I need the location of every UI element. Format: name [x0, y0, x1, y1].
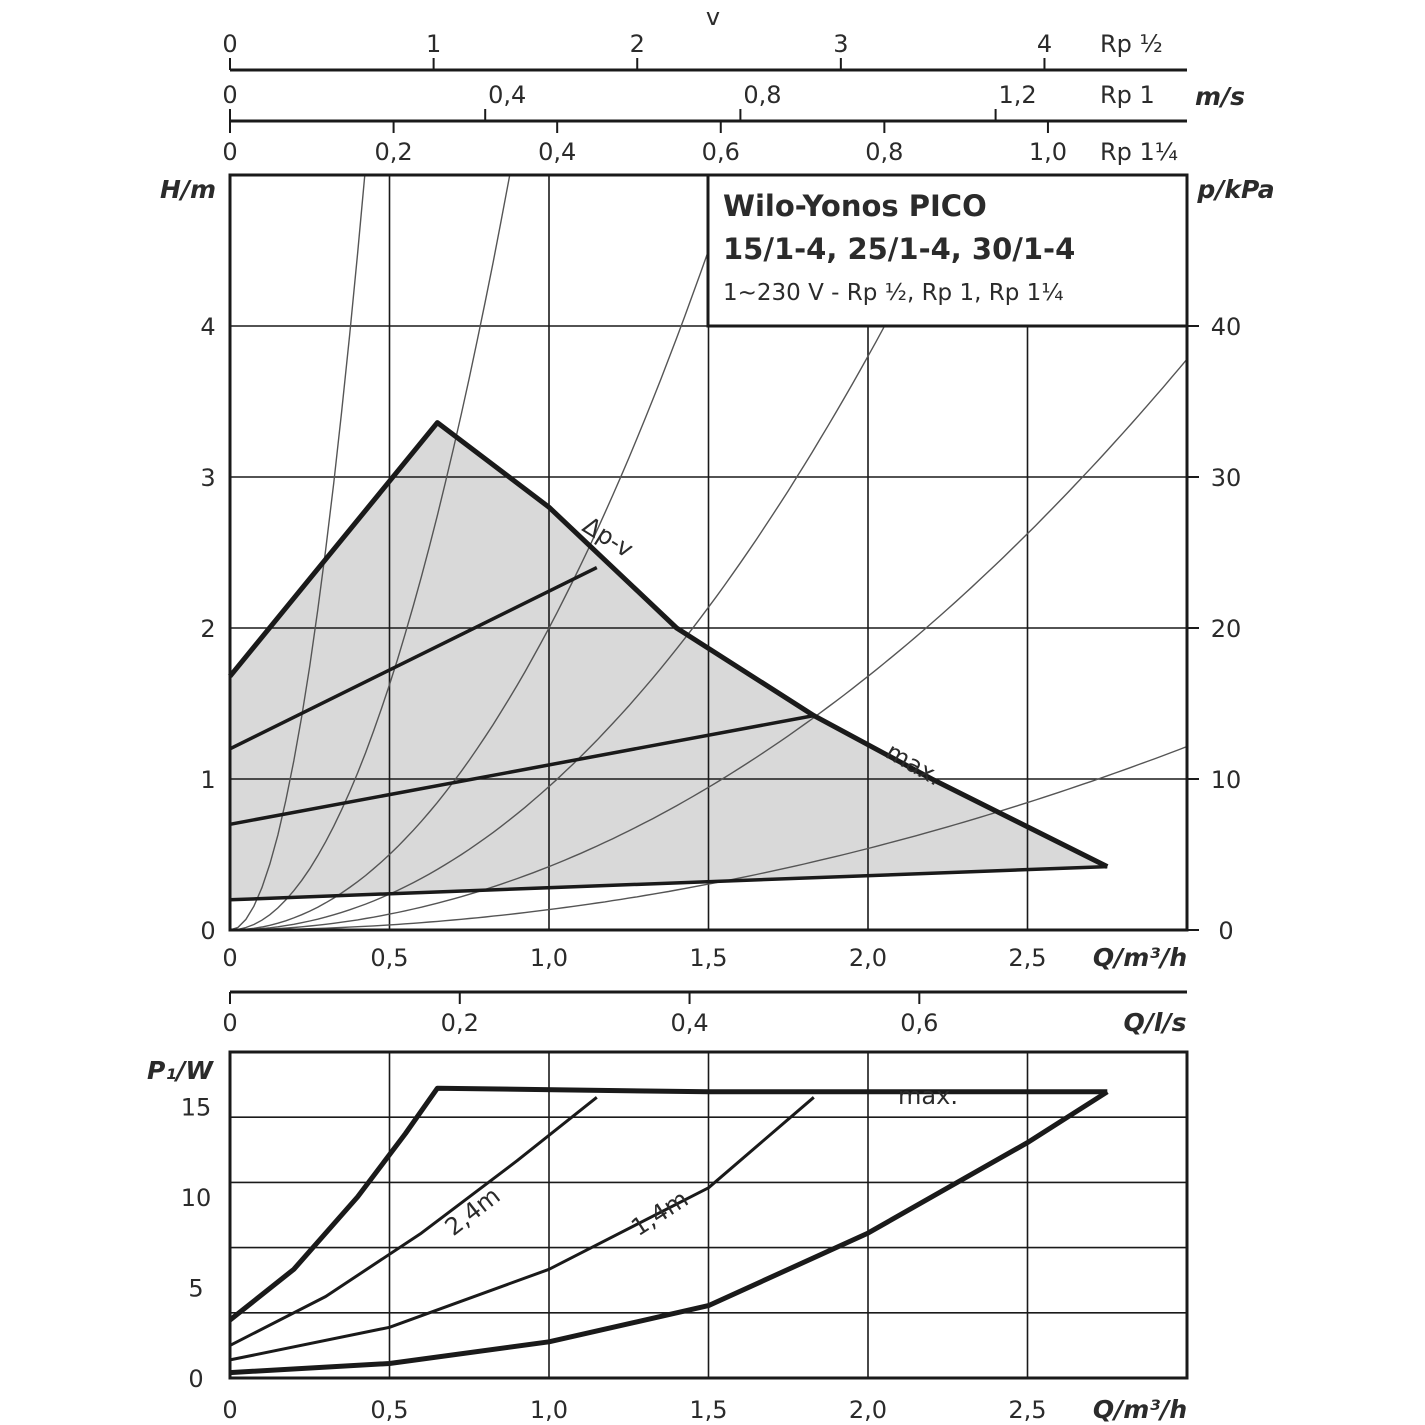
- power-y-tick-label: 15: [181, 1093, 212, 1121]
- chart-subtitle: 1~230 V - Rp ½, Rp 1, Rp 1¼: [723, 280, 1064, 306]
- velocity-tick-label: 3: [833, 30, 848, 58]
- power-x-tick-label: 0,5: [370, 1396, 408, 1424]
- velocity-tick-label: 1: [426, 30, 441, 58]
- x-axis-label: Q/m³/h: [1093, 943, 1187, 972]
- chart-models: 15/1-4, 25/1-4, 30/1-4: [723, 232, 1075, 266]
- y2-tick-label: 10: [1211, 766, 1242, 794]
- power-y-tick-label: 5: [188, 1274, 203, 1302]
- velocity-scales: v m/s 0 1 2 3 4 Rp ½ 0 0,4 0,8 1,2 Rp 1 0 0,2 0,4 0,6 0…: [222, 3, 1245, 166]
- velocity-tick-label: 1,0: [1029, 138, 1067, 166]
- flow-ls-tick-label: 0,2: [441, 1009, 479, 1037]
- velocity-tick-label: 0: [222, 30, 237, 58]
- x-tick-label: 0: [222, 944, 237, 972]
- head-chart: Wilo-Yonos PICO 15/1-4, 25/1-4, 30/1-4 1…: [160, 173, 1275, 972]
- y-tick-label: 4: [200, 313, 215, 341]
- y2-tick-label: 30: [1211, 464, 1242, 492]
- flow-ls-tick-label: 0,4: [670, 1009, 708, 1037]
- velocity-header: v: [706, 3, 720, 31]
- flow-ls-scale: 0 0,2 0,4 0,6 Q/l/s: [222, 990, 1187, 1037]
- head-curve-0: [228, 420, 1109, 869]
- velocity-tick-label: 0: [222, 138, 237, 166]
- y2-axis-label: p/kPa: [1196, 175, 1274, 204]
- y-tick-label: 2: [200, 615, 215, 643]
- velocity-tick-label: 2: [630, 30, 645, 58]
- system-curve: [230, 358, 1187, 930]
- power-x-tick-label: 1,0: [530, 1396, 568, 1424]
- power-curve-label-max: max.: [898, 1082, 958, 1110]
- velocity-row-label: Rp 1¼: [1100, 138, 1178, 166]
- power-chart-frame: [228, 1050, 1189, 1380]
- velocity-tick-label: 0,8: [865, 138, 903, 166]
- head-curve-1: [229, 566, 598, 751]
- velocity-tick-label: 4: [1037, 30, 1052, 58]
- flow-ls-tick-label: 0,6: [900, 1009, 938, 1037]
- y-tick-label: 1: [200, 766, 215, 794]
- power-curve-0: [228, 1085, 1108, 1322]
- title-box: [706, 173, 1189, 328]
- system-curve: [230, 175, 736, 930]
- y-tick-label: 0: [200, 917, 215, 945]
- power-x-tick-label: 0: [222, 1396, 237, 1424]
- x-tick-label: 0,5: [370, 944, 408, 972]
- power-curve-3: [229, 1089, 1109, 1376]
- velocity-tick-label: 0: [222, 81, 237, 109]
- velocity-tick-label: 0,8: [743, 81, 781, 109]
- flow-ls-tick-label: 0: [222, 1009, 237, 1037]
- velocity-tick-label: 0,6: [702, 138, 740, 166]
- power-x-axis-label: Q/m³/h: [1093, 1395, 1187, 1424]
- power-x-tick-label: 2,0: [849, 1396, 887, 1424]
- y-axis-label: H/m: [160, 175, 216, 204]
- power-curve-label-2-4m: 2,4m: [440, 1182, 506, 1242]
- power-curve-1: [229, 1096, 598, 1347]
- x-tick-label: 2,5: [1008, 944, 1046, 972]
- velocity-tick-label: 1,2: [999, 81, 1037, 109]
- head-curves: [228, 420, 1109, 902]
- operating-region: [230, 422, 1108, 900]
- velocity-row-label: Rp ½: [1100, 30, 1163, 58]
- system-curve: [230, 745, 1187, 930]
- system-curve: [230, 175, 511, 930]
- power-chart-grid: [230, 1052, 1187, 1378]
- power-x-tick-label: 1,5: [689, 1396, 727, 1424]
- y2-tick-label: 20: [1211, 615, 1242, 643]
- power-curves: [228, 1085, 1109, 1376]
- velocity-tick-label: 0,4: [538, 138, 576, 166]
- y-tick-label: 3: [200, 464, 215, 492]
- velocity-tick-label: 0,4: [488, 81, 526, 109]
- chart-title: Wilo-Yonos PICO: [723, 189, 987, 223]
- x-tick-label: 1,5: [689, 944, 727, 972]
- head-curve-3: [229, 864, 1108, 902]
- power-y-tick-label: 10: [181, 1184, 212, 1212]
- power-curve-2: [229, 1096, 815, 1362]
- power-curve-label-1-4m: 1,4m: [626, 1185, 693, 1242]
- velocity-tick-label: 0,2: [375, 138, 413, 166]
- x-tick-label: 1,0: [530, 944, 568, 972]
- head-curve-2: [229, 713, 815, 827]
- x-tick-label: 2,0: [849, 944, 887, 972]
- velocity-unit-label: m/s: [1195, 82, 1245, 111]
- system-curve: [230, 175, 366, 930]
- y2-tick-label: 40: [1211, 313, 1242, 341]
- y2-tick-label: 0: [1218, 917, 1233, 945]
- power-y-axis-label: P₁/W: [147, 1056, 214, 1085]
- power-x-tick-label: 2,5: [1008, 1396, 1046, 1424]
- system-curves: [230, 175, 1187, 930]
- flow-ls-label: Q/l/s: [1124, 1008, 1187, 1037]
- power-y-tick-label: 0: [188, 1365, 203, 1393]
- velocity-row-label: Rp 1: [1100, 81, 1155, 109]
